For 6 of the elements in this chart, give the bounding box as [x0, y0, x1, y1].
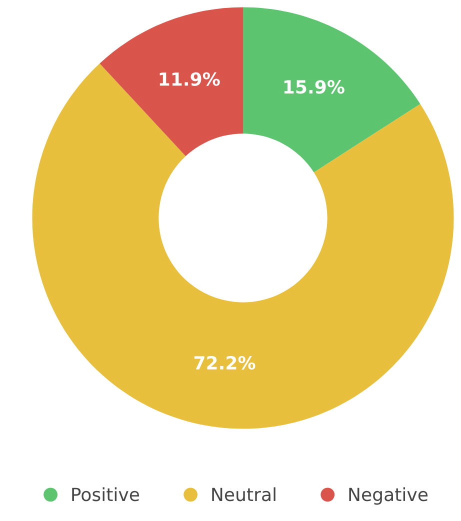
legend-label: Neutral [212, 487, 276, 502]
data-label: 11.9% [160, 72, 220, 86]
legend-label: Negative [349, 487, 428, 505]
data-label: 15.9% [284, 80, 344, 94]
legend-label: Positive [72, 487, 140, 502]
data-label: 72.2% [194, 356, 256, 370]
